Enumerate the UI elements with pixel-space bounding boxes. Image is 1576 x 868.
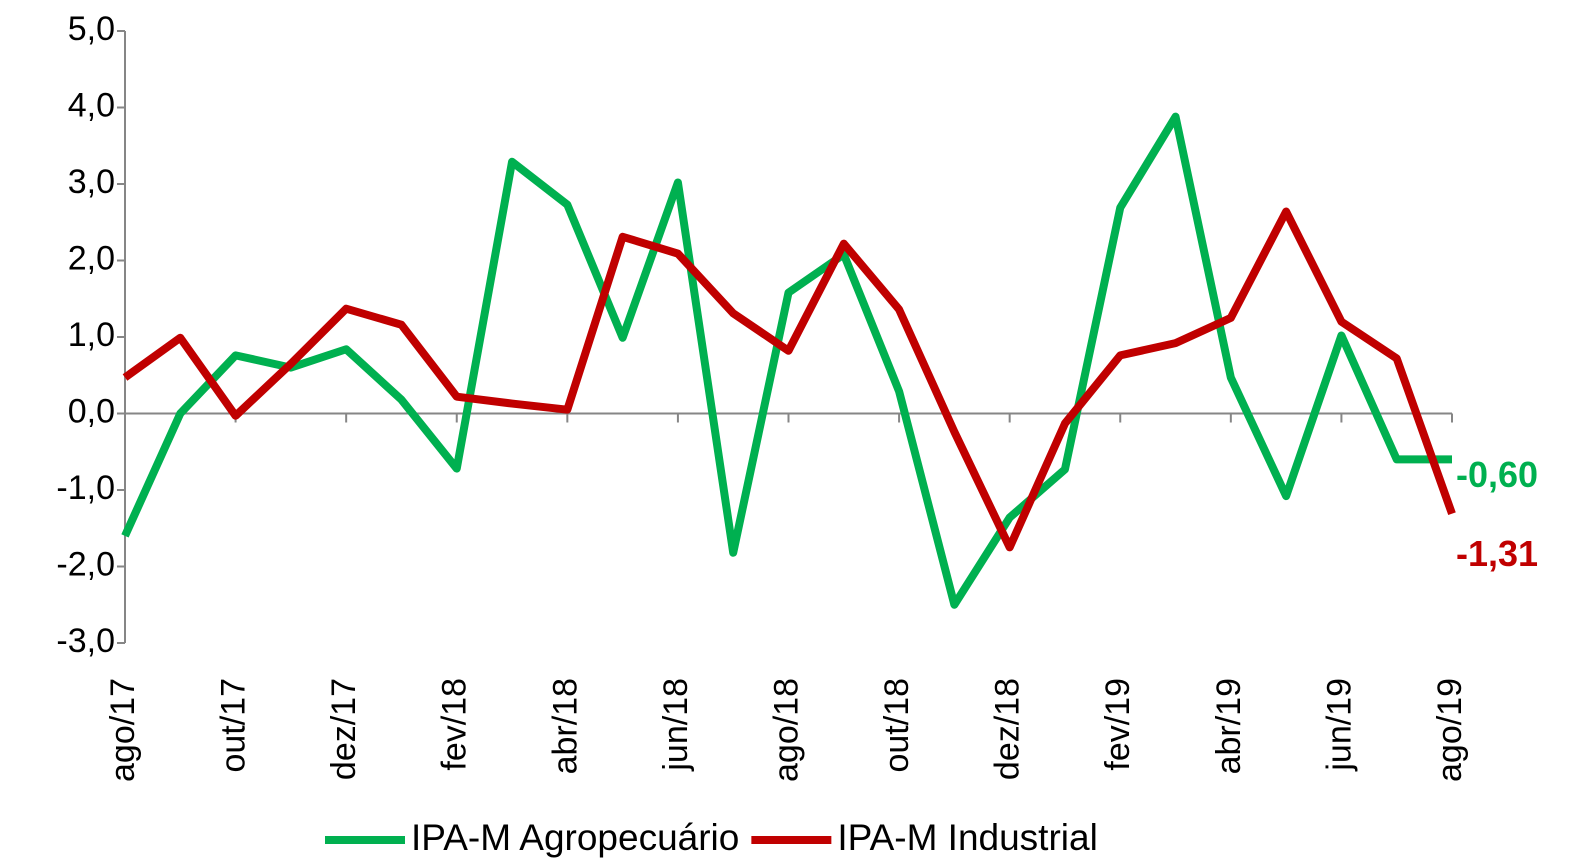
y-tick-label: -1,0: [56, 469, 115, 507]
x-tick-label: fev/19: [1099, 678, 1137, 771]
x-tick-label: jun/18: [657, 678, 695, 772]
x-tick-label: out/17: [215, 678, 253, 773]
x-tick-label: fev/18: [436, 678, 474, 771]
y-tick-label: -2,0: [56, 545, 115, 583]
y-tick-label: 3,0: [68, 163, 115, 201]
series-line: [121, 112, 1452, 609]
legend-label: IPA-M Industrial: [837, 817, 1097, 858]
y-tick-label: 1,0: [68, 316, 115, 354]
y-tick-label: 5,0: [68, 10, 115, 48]
x-tick-label: ago/18: [767, 678, 805, 782]
x-tick-label: abr/19: [1210, 678, 1248, 774]
x-tick-label: dez/18: [989, 678, 1027, 780]
legend-label: IPA-M Agropecuário: [411, 817, 739, 858]
x-tick-label: abr/18: [546, 678, 584, 774]
y-tick-label: 0,0: [68, 392, 115, 430]
x-tick-label: jun/19: [1320, 678, 1358, 772]
y-tick-label: 2,0: [68, 239, 115, 277]
y-tick-label: -3,0: [56, 622, 115, 660]
x-tick-label: dez/17: [325, 678, 363, 780]
x-tick-label: ago/17: [104, 678, 142, 782]
value-label: -1,31: [1456, 533, 1538, 574]
value-label: -0,60: [1456, 454, 1538, 495]
series-line: [122, 207, 1456, 552]
x-tick-label: ago/19: [1431, 678, 1469, 782]
y-tick-label: 4,0: [68, 86, 115, 124]
x-tick-label: out/18: [878, 678, 916, 773]
